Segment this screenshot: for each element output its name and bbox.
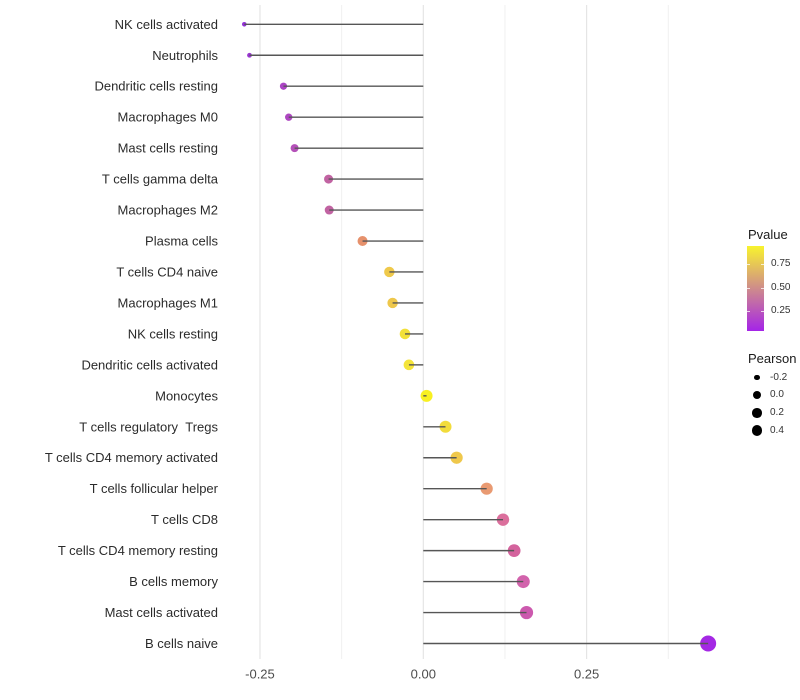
pvalue-legend-tick-label: 0.50 (771, 281, 791, 293)
pvalue-legend-tick-label: 0.25 (771, 304, 791, 316)
x-axis-tick-label: 0.00 (411, 667, 436, 682)
y-axis-label: Macrophages M0 (118, 110, 218, 125)
y-axis-label: B cells memory (129, 574, 218, 589)
pearson-legend-dot (752, 408, 762, 418)
pearson-legend-title: Pearson (748, 351, 797, 366)
lollipop-dot (285, 113, 293, 121)
y-axis-label: T cells CD4 naive (116, 264, 218, 279)
pvalue-legend-title: Pvalue (748, 227, 788, 242)
y-axis-label: T cells regulatory Tregs (79, 419, 218, 434)
pvalue-gradient-notch (747, 310, 750, 312)
pvalue-gradient-bar (747, 246, 764, 331)
pvalue-gradient-notch (747, 287, 750, 289)
y-axis-label: Monocytes (155, 388, 218, 403)
pvalue-gradient-notch (747, 264, 750, 265)
y-axis-label: Macrophages M1 (118, 295, 218, 310)
y-axis-label: NK cells activated (115, 17, 218, 32)
y-axis-label: Dendritic cells resting (94, 79, 218, 94)
y-axis-label: T cells CD4 memory activated (45, 450, 218, 465)
y-axis-label: Mast cells resting (118, 141, 218, 156)
pearson-legend-tick-label: 0.4 (770, 424, 784, 436)
y-axis-label: Neutrophils (152, 48, 218, 63)
y-axis-label: Macrophages M2 (118, 203, 218, 218)
pvalue-gradient-notch (761, 287, 764, 289)
y-axis-label: NK cells resting (128, 326, 218, 341)
y-axis-label: Mast cells activated (105, 605, 218, 620)
y-axis-label: T cells gamma delta (102, 172, 219, 187)
y-axis-label: Plasma cells (145, 234, 218, 249)
pvalue-gradient-notch (761, 310, 764, 312)
y-axis-label: T cells CD4 memory resting (58, 543, 218, 558)
pvalue-legend-tick-label: 0.75 (771, 258, 791, 269)
pearson-legend-tick-label: 0.0 (770, 389, 784, 400)
y-axis-label: Dendritic cells activated (81, 357, 218, 372)
pvalue-gradient-notch (761, 264, 764, 265)
y-axis-label: T cells CD8 (151, 512, 218, 527)
x-axis-tick-label: 0.25 (574, 667, 599, 682)
pearson-legend-dot (754, 375, 760, 381)
pearson-legend-dot (753, 391, 761, 399)
x-axis-tick-label: -0.25 (245, 667, 275, 682)
pearson-legend-tick-label: -0.2 (770, 371, 788, 383)
pearson-legend-tick-label: 0.2 (770, 407, 784, 418)
lollipop-dot (387, 297, 398, 309)
pearson-legend-dot (751, 425, 763, 437)
y-axis-label: B cells naive (145, 636, 218, 651)
y-axis-label: T cells follicular helper (90, 481, 219, 496)
